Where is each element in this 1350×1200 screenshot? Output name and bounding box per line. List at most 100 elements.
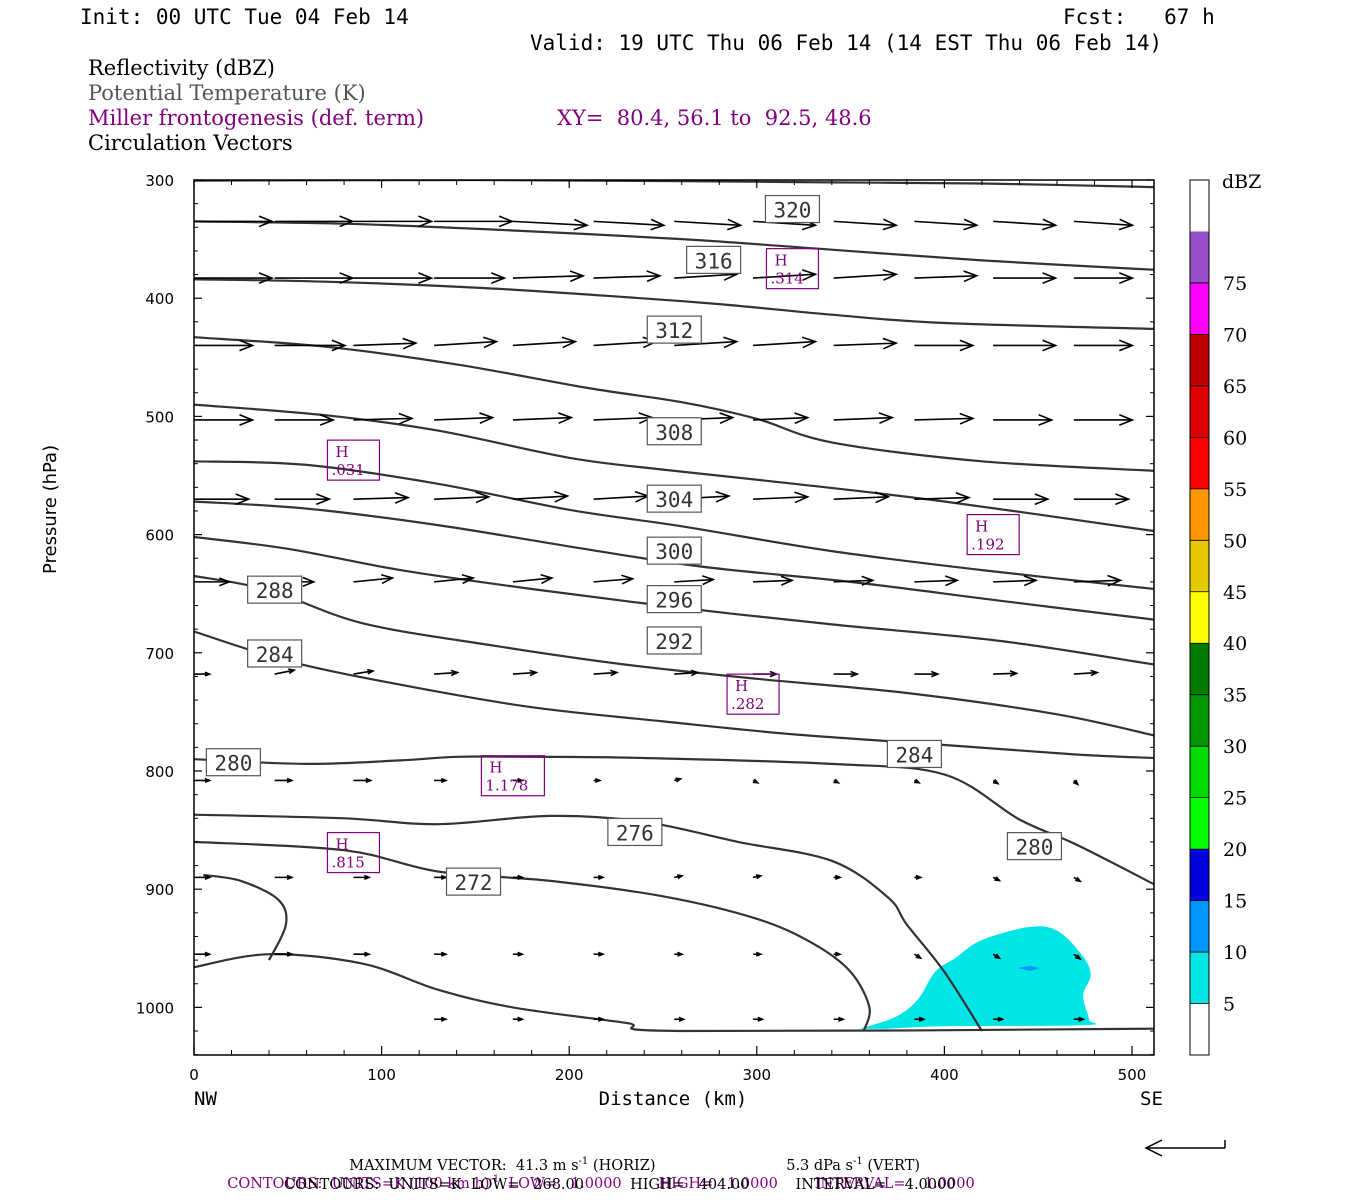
circulation-vector — [752, 778, 760, 784]
colorbar-level-label: 65 — [1223, 376, 1247, 398]
reflectivity-layer — [860, 926, 1097, 1029]
frontogenesis-max-label: H — [975, 518, 988, 536]
theta-label-312: 312 — [646, 315, 702, 344]
max-vector-vert-unit: (VERT) — [862, 1157, 921, 1174]
circulation-vector — [593, 669, 620, 677]
frontogenesis-maximum: H.314 — [765, 248, 820, 290]
theta-contour-300 — [194, 460, 1154, 591]
colorbar-level-label: 30 — [1223, 736, 1247, 758]
circulation-vector — [434, 412, 495, 425]
colorbar-swatch — [1190, 180, 1209, 232]
circulation-vector — [993, 272, 1058, 285]
circulation-vector — [434, 951, 448, 957]
x-axis-label: Distance (km) — [599, 1088, 748, 1110]
colorbar-level-label: 25 — [1223, 788, 1247, 810]
contours1-a: CONTOURS: UNITS=K (100 km h) — [227, 1175, 490, 1192]
circulation-vector — [833, 778, 841, 784]
circulation-vector — [833, 218, 899, 231]
colorbar-level-label: 60 — [1223, 427, 1247, 449]
theta-label-280: 280 — [1006, 832, 1063, 861]
theta-label-284: 284 — [247, 639, 303, 668]
colorbar-level-label: 5 — [1223, 994, 1235, 1016]
circulation-vector — [512, 874, 525, 880]
frontogenesis-maximum: H.815 — [326, 831, 381, 874]
circulation-vector — [434, 777, 448, 784]
circulation-vector — [1073, 574, 1123, 587]
circulation-vector — [674, 874, 685, 880]
circulation-vector — [274, 272, 355, 285]
colorbar-level-label: 50 — [1223, 530, 1247, 552]
colorbar-swatch — [1190, 694, 1209, 747]
frontogenesis-max-value: .031 — [331, 461, 364, 479]
circulation-vector — [1073, 1016, 1086, 1022]
colorbar-swatch — [1190, 488, 1209, 541]
colorbar-level-label: 20 — [1223, 839, 1247, 861]
circulation-vector — [512, 412, 574, 425]
colorbar-swatch — [1190, 591, 1209, 644]
theta-label-276: 276 — [607, 817, 663, 847]
theta-label-292: 292 — [646, 626, 702, 655]
x-tick-label: 500 — [1118, 1066, 1147, 1084]
circulation-vector — [993, 670, 1019, 677]
colorbar-level-label: 35 — [1223, 685, 1247, 707]
theta-contour-layer — [194, 180, 1154, 1033]
max-vector-horiz-unit: (HORIZ) — [588, 1157, 656, 1174]
circulation-vector — [914, 670, 940, 678]
forecast-hour: Fcst: 67 h — [1063, 5, 1215, 29]
circulation-vector — [914, 412, 976, 425]
frontogenesis-maximum: H.282 — [726, 673, 780, 715]
colorbar-swatch — [1190, 849, 1209, 901]
circulation-vector — [914, 218, 979, 231]
colorbar-swatch — [1190, 1003, 1209, 1055]
reflectivity-area-5dbz — [860, 926, 1097, 1029]
circulation-vector — [512, 218, 590, 231]
circulation-vector — [1073, 339, 1135, 352]
frontogenesis-max-value: 1.178 — [485, 777, 528, 795]
circulation-vector — [593, 874, 606, 880]
frontogenesis-max-label: H — [335, 443, 348, 461]
circulation-vector — [353, 874, 372, 880]
svg-text:320: 320 — [773, 199, 811, 223]
circulation-vector — [353, 668, 376, 675]
circulation-vector — [914, 575, 960, 587]
circulation-vector — [353, 492, 411, 504]
circulation-vector — [914, 874, 923, 880]
circulation-vector — [353, 412, 415, 425]
y-tick-label: 300 — [145, 172, 174, 190]
colorbar-swatch — [1190, 437, 1209, 489]
circulation-vector — [753, 951, 764, 957]
circulation-vector — [194, 874, 212, 880]
circulation-vector — [274, 414, 336, 426]
circulation-vector — [753, 1016, 765, 1022]
legend-frontogenesis: Miller frontogenesis (def. term) — [88, 106, 425, 130]
colorbar-level-label: 75 — [1223, 273, 1247, 295]
circulation-vector — [512, 1016, 525, 1022]
circulation-vector — [274, 668, 297, 675]
theta-label-272: 272 — [445, 867, 502, 896]
legend-reflectivity: Reflectivity (dBZ) — [88, 56, 276, 80]
frontogenesis-max-label: H — [335, 836, 348, 854]
circulation-vector — [1073, 669, 1100, 677]
theta-label-300: 300 — [646, 536, 702, 565]
circulation-vector — [512, 951, 525, 957]
contours1-b: LOW= 1.0000 HIGH= 1.0000 INTERVAL= 1.000… — [499, 1175, 975, 1192]
circulation-vector — [752, 874, 763, 880]
circulation-vector — [353, 951, 372, 957]
circulation-vector — [833, 491, 891, 504]
circulation-vector — [512, 270, 586, 283]
theta-contour-280 — [194, 755, 1154, 886]
theta-contour-316 — [194, 220, 1154, 271]
y-tick-label: 500 — [145, 408, 174, 426]
circulation-vector — [753, 491, 810, 504]
circulation-vector — [993, 414, 1054, 426]
x-tick-label: 0 — [189, 1066, 199, 1084]
circulation-vector — [674, 218, 743, 231]
colorbar-swatch — [1190, 746, 1209, 798]
circulation-vector — [674, 669, 700, 677]
colorbar-frame — [1189, 179, 1210, 1056]
contours1-sup: -1 — [489, 1174, 500, 1185]
x-axis-right-end: SE — [1140, 1088, 1163, 1110]
x-tick-label: 400 — [930, 1066, 959, 1084]
circulation-vector — [833, 1016, 846, 1022]
circulation-vector — [1073, 414, 1135, 426]
